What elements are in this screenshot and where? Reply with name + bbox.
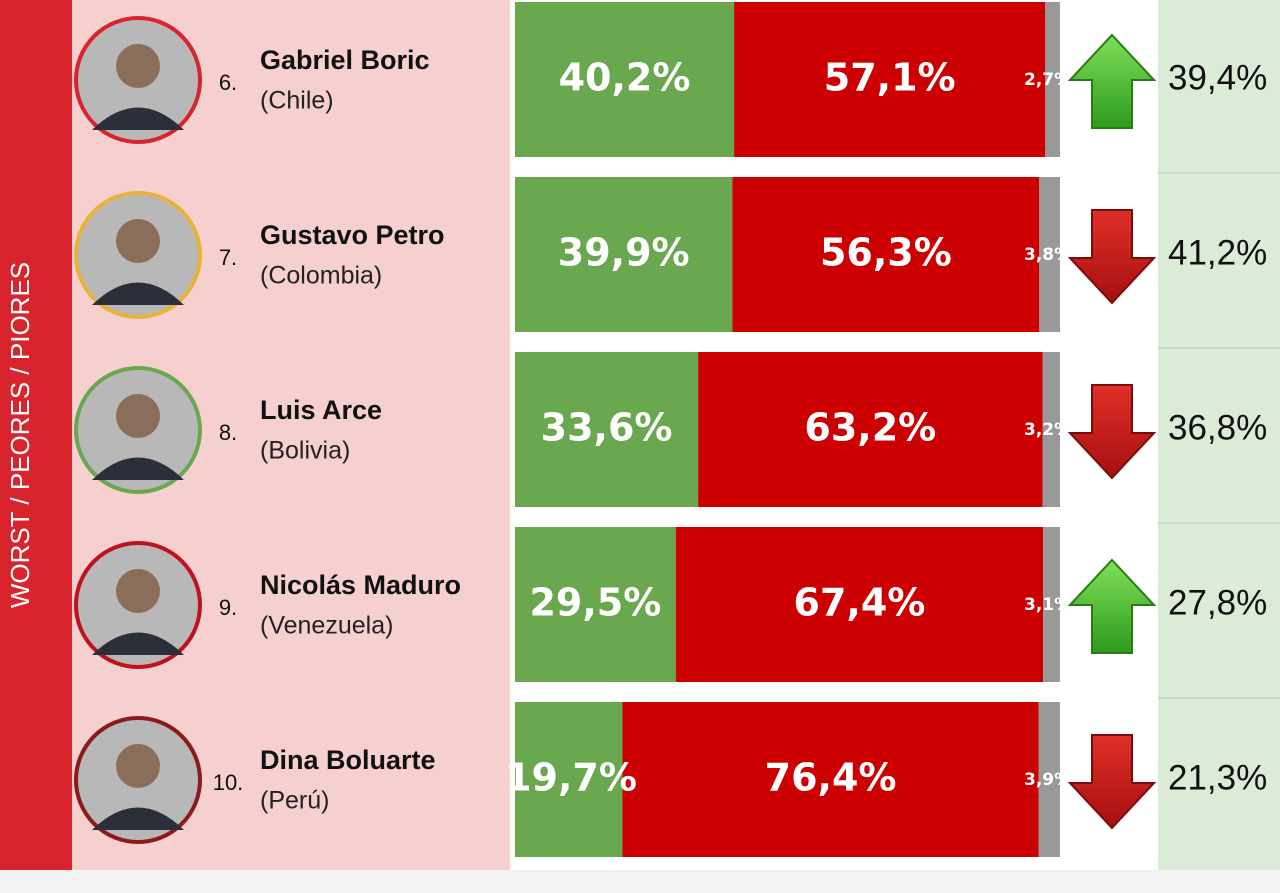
other-bar: [1042, 352, 1060, 507]
arrow-down: [1067, 384, 1157, 480]
rank: 9.: [219, 595, 237, 620]
arrow-down: [1067, 734, 1157, 830]
photo-body: [92, 107, 184, 130]
previous-value: 39,4%: [1168, 58, 1267, 97]
other-bar: [1043, 527, 1060, 682]
side-label: WORST / PEORES / PIORES: [5, 262, 35, 608]
photo-body: [92, 457, 184, 480]
other-bar: [1039, 177, 1060, 332]
approve-label: 39,9%: [558, 231, 690, 275]
disapprove-label: 57,1%: [824, 56, 956, 100]
other-bar: [1045, 2, 1060, 157]
name: Dina Boluarte: [260, 745, 436, 775]
side-strip: [0, 0, 72, 870]
name: Luis Arce: [260, 395, 382, 425]
disapprove-bar: [675, 527, 1044, 682]
photo-head: [116, 744, 160, 788]
previous-value: 27,8%: [1168, 583, 1267, 622]
country: (Perú): [260, 787, 329, 815]
disapprove-bar: [732, 177, 1040, 332]
photo-body: [92, 807, 184, 830]
approve-bar: [515, 702, 623, 857]
previous-panel: [1158, 0, 1280, 870]
approve-bar: [515, 352, 699, 507]
country: (Venezuela): [260, 612, 393, 640]
photo-body: [92, 632, 184, 655]
disapprove-bar: [698, 352, 1043, 507]
photo-head: [116, 219, 160, 263]
previous-value: 21,3%: [1168, 758, 1267, 797]
previous-value: 36,8%: [1168, 408, 1267, 447]
approve-label: 40,2%: [559, 56, 691, 100]
photo-body: [92, 282, 184, 305]
rank: 6.: [219, 70, 237, 95]
other-label: 3,9%: [1024, 770, 1071, 790]
arrow-up: [1067, 33, 1157, 129]
other-label: 3,2%: [1024, 420, 1071, 440]
other-label: 3,1%: [1024, 595, 1071, 615]
country: (Chile): [260, 87, 334, 115]
photo-head: [116, 44, 160, 88]
other-bar: [1038, 702, 1060, 857]
rank: 7.: [219, 245, 237, 270]
name: Nicolás Maduro: [260, 570, 461, 600]
name: Gabriel Boric: [260, 45, 430, 75]
approve-bar: [515, 177, 733, 332]
disapprove-bar: [734, 2, 1046, 157]
arrow-up: [1067, 558, 1157, 654]
country: (Colombia): [260, 262, 382, 290]
disapprove-label: 56,3%: [820, 231, 952, 275]
arrow-down: [1067, 209, 1157, 305]
country: (Bolivia): [260, 437, 350, 465]
disapprove-label: 63,2%: [804, 406, 936, 450]
approve-label: 33,6%: [541, 406, 673, 450]
disapprove-bar: [622, 702, 1039, 857]
disapprove-label: 76,4%: [765, 756, 897, 800]
disapprove-label: 67,4%: [794, 581, 926, 625]
previous-value: 41,2%: [1168, 233, 1267, 272]
other-label: 3,8%: [1024, 245, 1071, 265]
approve-label: 19,7%: [505, 756, 637, 800]
other-label: 2,7%: [1024, 70, 1071, 90]
rank: 10.: [213, 770, 244, 795]
approve-label: 29,5%: [529, 581, 661, 625]
photo-head: [116, 394, 160, 438]
name: Gustavo Petro: [260, 220, 445, 250]
rank: 8.: [219, 420, 237, 445]
approve-bar: [515, 2, 735, 157]
approve-bar: [515, 527, 676, 682]
photo-head: [116, 569, 160, 613]
